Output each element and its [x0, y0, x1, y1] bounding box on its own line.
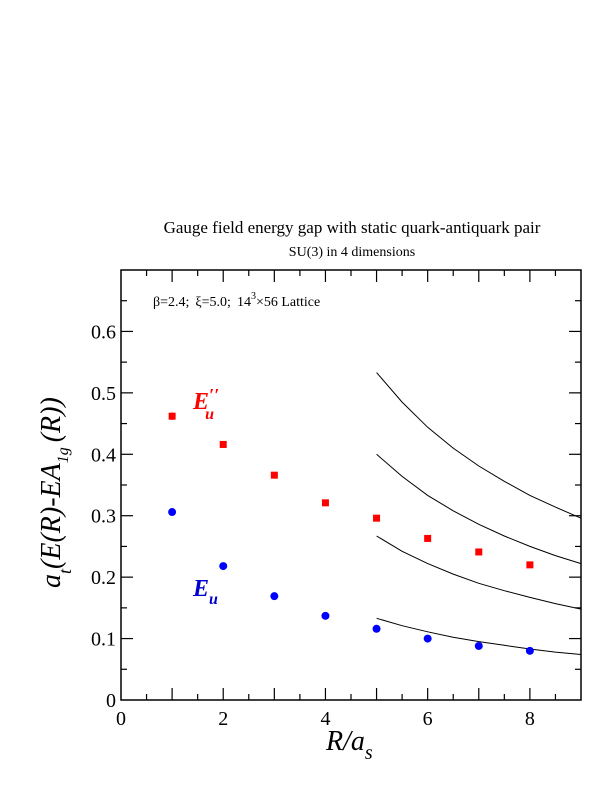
y-tick-label: 0.3 — [91, 506, 116, 528]
series-label-eu-double-prime: E′′ u — [192, 385, 219, 423]
series-label-eu-main: E — [192, 576, 209, 602]
x-tick-label: 2 — [218, 708, 228, 730]
annotation-beta: β=2.4; — [153, 295, 189, 310]
lattice-annotation: β=2.4; ξ=5.0; 143×56 Lattice — [153, 291, 320, 310]
y-tick-label: 0.4 — [91, 444, 116, 466]
model-curve-2 — [376, 535, 582, 610]
annotation-lattice-rest: ×56 Lattice — [256, 295, 320, 310]
y-axis-label-A: A — [36, 462, 67, 482]
data-point-eu — [168, 508, 177, 517]
data-point-eu — [474, 641, 483, 650]
y-axis-label-1g: 1g — [55, 447, 72, 463]
data-point-eu — [423, 634, 432, 643]
data-point-eu — [321, 611, 330, 620]
series-label-eu: Eu — [192, 576, 218, 608]
svg-text:at(E(R)-EA1g(R)): at(E(R)-EA1g (R)) — [36, 397, 75, 588]
y-axis-label-end: (R)) — [36, 397, 67, 442]
y-tick-label: 0.1 — [91, 629, 116, 651]
data-points — [168, 412, 534, 655]
minor-ticks — [121, 270, 581, 700]
data-point-eu-double-prime — [168, 412, 176, 420]
data-point-eu-double-prime — [321, 499, 329, 507]
data-point-eu-double-prime — [219, 440, 227, 448]
data-point-eu-double-prime — [526, 561, 534, 569]
x-tick-label: 8 — [525, 708, 535, 730]
tick-labels: 0 2 4 6 8 0 0.1 0.2 0.3 0.4 0.5 0.6 — [91, 321, 535, 730]
annotation-xi: ξ=5.0; — [195, 295, 231, 310]
x-tick-label: 6 — [423, 708, 433, 730]
chart-subtitle: SU(3) in 4 dimensions — [289, 245, 415, 260]
annotation-lattice-size: 14 — [237, 295, 251, 310]
model-curves — [376, 372, 582, 655]
series-label-eu-sub: u — [209, 591, 218, 608]
data-point-eu — [372, 624, 381, 633]
major-ticks — [121, 270, 581, 700]
chart-title: Gauge field energy gap with static quark… — [164, 218, 541, 237]
x-tick-label: 0 — [116, 708, 126, 730]
data-point-eu-double-prime — [475, 548, 483, 556]
y-tick-label: 0.5 — [91, 383, 116, 405]
data-point-eu-double-prime — [270, 471, 278, 479]
series-label-eu-double-prime-sub: u — [205, 406, 214, 423]
x-axis-label-sub: s — [365, 742, 373, 764]
data-point-eu-double-prime — [424, 534, 432, 542]
y-tick-label: 0.2 — [91, 567, 116, 589]
data-point-eu — [525, 646, 534, 655]
series-label-eu-double-prime-main: E — [192, 389, 209, 415]
y-tick-label: 0.6 — [91, 321, 116, 343]
y-axis-label: at(E(R)-EA1g (R)) — [36, 397, 75, 588]
model-curve-3 — [376, 453, 582, 565]
y-tick-label: 0 — [106, 690, 116, 712]
model-curve-1 — [376, 617, 582, 655]
data-point-eu — [219, 562, 228, 571]
x-axis-label: R/as — [325, 726, 373, 764]
annotation-lattice-exponent: 3 — [251, 291, 256, 302]
series-label-eu-double-prime-prime: ′′ — [209, 385, 219, 405]
y-axis-label-a-sub: t — [55, 568, 75, 574]
x-tick-label: 4 — [320, 708, 330, 730]
data-point-eu-double-prime — [373, 514, 381, 522]
data-point-eu — [270, 592, 279, 601]
y-axis-label-mid: (E(R)-E — [36, 480, 67, 569]
y-axis-label-a: a — [36, 574, 67, 588]
x-axis-label-main: R/a — [325, 726, 365, 757]
model-curve-4 — [376, 372, 582, 519]
